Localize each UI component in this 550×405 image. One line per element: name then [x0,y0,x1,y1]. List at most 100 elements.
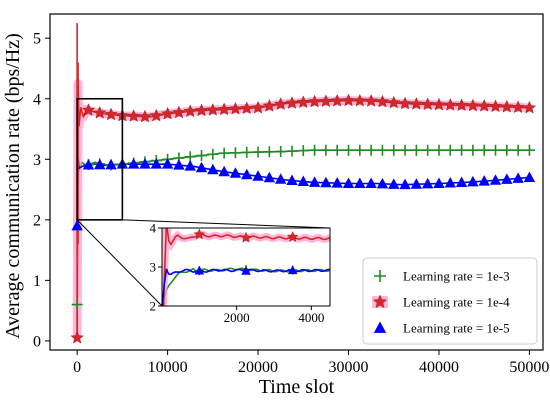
series-3-marker [342,177,355,189]
series-3-marker [263,171,276,183]
series-1-marker [71,299,83,311]
legend-marker-1 [374,270,386,282]
series-2-marker [432,97,446,111]
series-2-marker [375,94,390,108]
series-3-marker [421,177,434,189]
series-2-marker [228,101,243,115]
series-3-marker [274,173,287,184]
series-3-marker [308,176,321,187]
series-2-marker [511,100,525,114]
series-3-marker [218,165,230,177]
zoom-box [76,97,124,221]
series-2-marker [251,100,265,114]
series-1-marker [196,150,208,162]
series-2-marker [488,99,503,113]
series-3-marker [365,177,377,189]
series-3-marker [489,174,502,185]
series-1-marker [365,144,377,156]
series-2-marker [296,95,310,109]
series-2-marker [81,103,96,116]
series-1-marker [275,146,287,158]
series-2-marker [104,107,118,121]
series-1-marker [478,144,490,156]
series-3-marker [286,174,298,185]
series-3-marker [94,158,106,170]
series-2-marker [319,94,333,108]
series-3-marker [354,177,366,189]
series-3-marker [433,177,445,189]
series-3-marker [320,176,332,188]
series-3-marker [444,177,456,188]
series-2-marker [194,103,209,117]
inset-y-tick-label: 3 [150,260,157,275]
series-1-marker [512,144,524,156]
series-1-marker [343,144,355,156]
y-tick-label: 0 [33,333,41,350]
series-1-marker [252,146,264,158]
series-2-marker [273,97,288,110]
series-2-marker [93,105,107,119]
series-1-marker [207,148,219,160]
series-3-marker [331,177,343,188]
series-1-marker [523,144,535,156]
inset-series-3-marker [287,265,298,275]
series-3-marker [410,178,423,189]
plot-frame [49,13,544,351]
series-3-marker [376,177,389,189]
series-3-marker [195,161,208,173]
legend-label-3: Learning rate = 1e-5 [403,321,510,336]
series-1-marker [241,146,253,158]
legend-marker-3 [373,321,387,333]
series-2-marker [454,98,469,112]
series-1-marker [286,145,298,157]
series-2-marker [330,93,344,107]
legend-marker-2 [372,294,388,309]
series-3-marker [207,163,219,175]
series-3-marker [150,158,162,169]
series-1-marker [388,144,400,156]
x-tick-label: 40000 [419,359,459,376]
zoom-connector-right [122,219,331,229]
inset-series-3-marker [194,265,205,275]
series-1-marker [297,145,309,157]
inset-series-2-marker [240,231,252,243]
series-1-marker [433,144,445,156]
series-3-marker [229,167,242,178]
series-3-marker [139,158,151,169]
x-tick-label: 20000 [238,359,278,376]
x-axis-title: Time slot [259,376,335,398]
x-tick-label: 30000 [329,359,369,376]
series-1-marker [309,144,321,156]
series-2-marker [240,101,254,115]
zoom-connector-left [76,219,163,307]
series-2-marker [149,108,163,122]
series-2-marker [70,330,84,344]
series-3-marker [467,175,479,187]
series-1-marker [422,144,434,156]
series-2-marker [138,109,152,123]
series-3-marker [161,158,174,169]
inset-y-tick-label: 4 [150,221,157,236]
series-2-marker [466,98,480,112]
series-3-marker [184,160,196,171]
inset-series-2-marker [193,228,206,240]
y-axis-title: Average communication rate (bps/Hz) [2,33,24,339]
series-3-marker [105,158,117,170]
series-3-marker [478,175,490,186]
series-2-marker [183,104,197,118]
series-2-marker [341,93,356,107]
y-tick-label: 2 [33,212,41,229]
series-2-marker [126,109,141,122]
series-3-marker [512,172,524,183]
series-1-marker [320,144,332,156]
series-3-marker [455,176,468,188]
series-2-marker [217,102,231,116]
series-2-marker [172,105,186,119]
legend-box [362,257,538,345]
y-tick-label: 5 [33,31,41,48]
series-3-marker [82,159,95,170]
series-2-marker [522,100,537,114]
series-2-marker [206,103,220,116]
